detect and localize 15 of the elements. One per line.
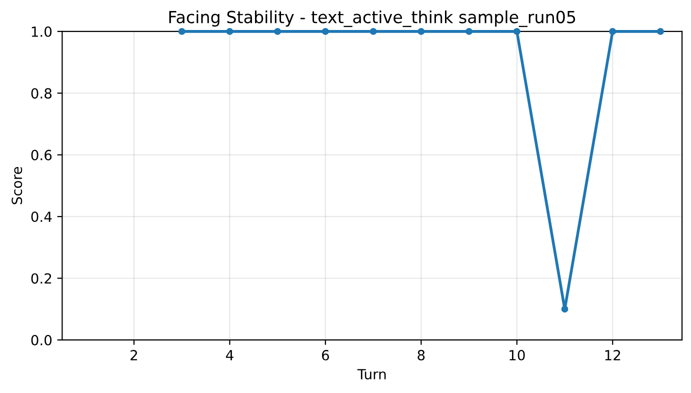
x-tick-label: 4 [226,350,234,360]
x-tick-label: 10 [510,350,525,360]
y-tick-label: 0.8 [31,88,52,99]
x-axis-title: Turn [357,369,386,380]
y-tick-label: 1.0 [32,26,52,37]
x-tick-label: 6 [322,350,329,360]
y-tick-label: 0.2 [31,273,52,284]
y-tick-label: 0.6 [31,150,52,160]
x-tick-label: 2 [130,350,138,360]
chart-title: Facing Stability - text_active_think sample_run05 [169,10,576,28]
x-tick-label: 8 [418,350,425,360]
y-axis-title: Score [12,166,22,204]
y-tick-label: 0.0 [31,334,52,346]
x-tick-label: 12 [605,350,620,360]
y-tick-label: 0.4 [31,212,52,222]
